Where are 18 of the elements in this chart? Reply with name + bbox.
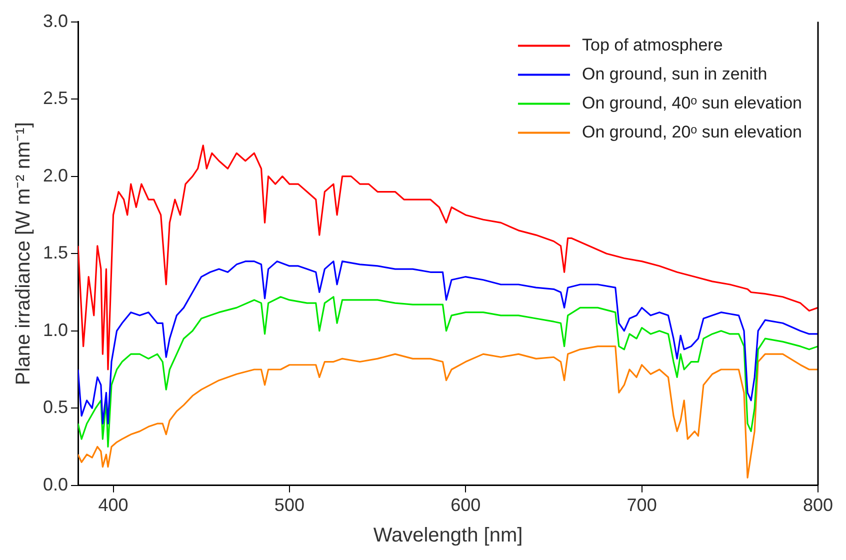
legend-label: On ground, 20ᵒ sun elevation <box>582 122 802 142</box>
y-tick-label: 1.0 <box>42 320 68 340</box>
legend-label: On ground, sun in zenith <box>582 64 768 84</box>
y-axis-title: Plane irradiance [W m⁻² nm⁻¹] <box>12 122 35 386</box>
legend-label: On ground, 40ᵒ sun elevation <box>582 93 802 112</box>
x-tick-label: 600 <box>450 495 481 516</box>
y-tick-label: 3.0 <box>42 10 68 31</box>
x-tick-label: 700 <box>626 495 657 516</box>
x-axis-title: Wavelength [nm] <box>373 524 523 547</box>
y-tick-label: 2.5 <box>42 88 68 108</box>
x-tick-label: 400 <box>98 495 128 516</box>
x-tick-label: 800 <box>802 495 834 516</box>
y-tick-label: 2.0 <box>42 165 68 186</box>
y-tick-label: 0.5 <box>42 397 68 418</box>
x-tick-label: 500 <box>274 495 304 516</box>
y-tick-label: 0.0 <box>42 474 68 494</box>
y-tick-label: 1.5 <box>42 242 68 263</box>
legend-label: Top of atmosphere <box>582 35 723 54</box>
